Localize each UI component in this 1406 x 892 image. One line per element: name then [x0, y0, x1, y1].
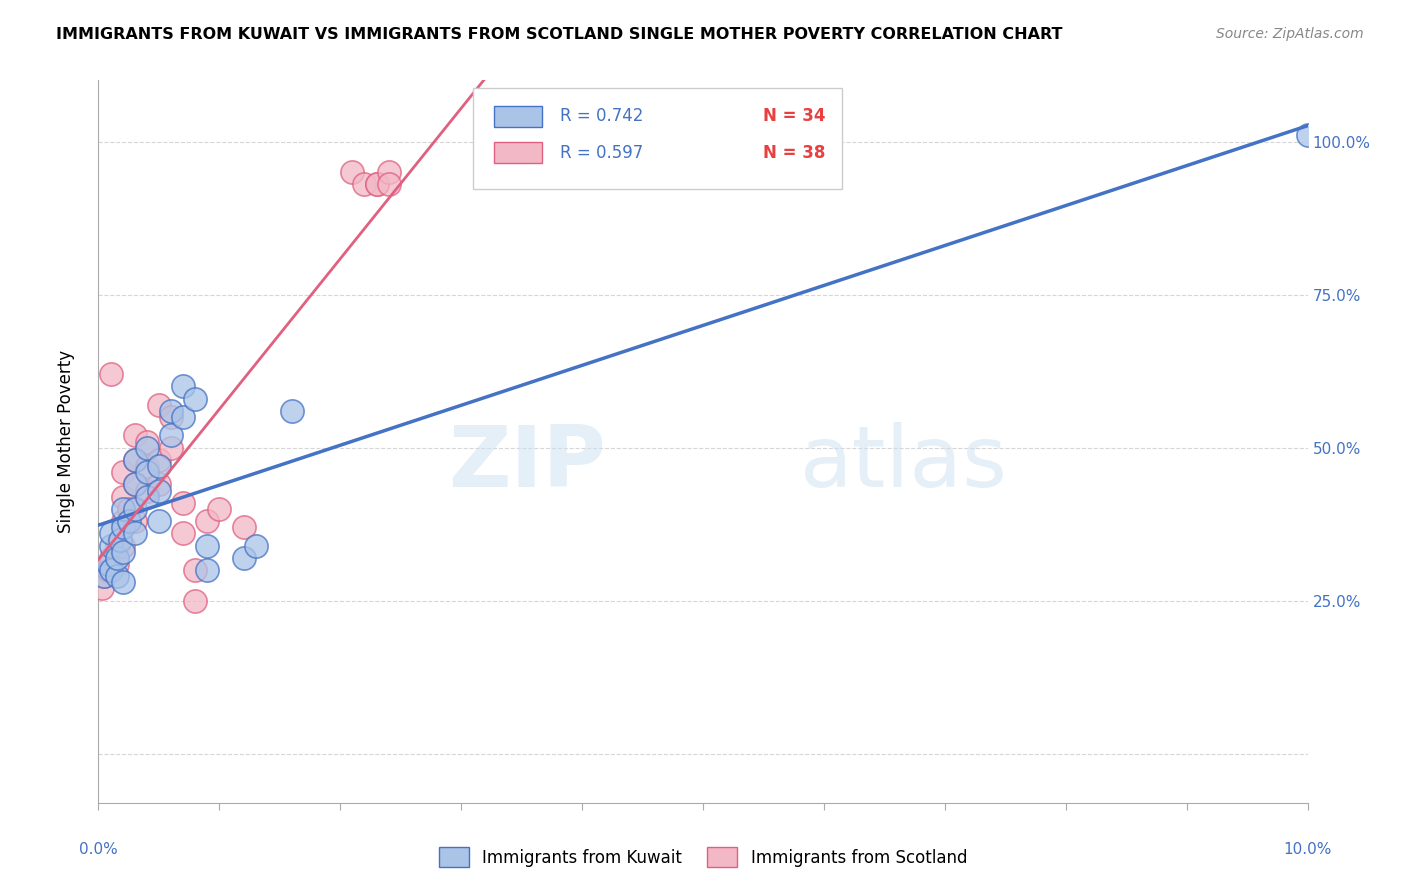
Point [184, 593, 207, 607]
Text: ZIP: ZIP [449, 422, 606, 505]
Point [245, 539, 267, 553]
Point [105, 569, 128, 583]
Point [135, 490, 157, 504]
Point [148, 398, 170, 412]
Point [111, 465, 134, 479]
Text: Source: ZipAtlas.com: Source: ZipAtlas.com [1216, 27, 1364, 41]
Text: N = 38: N = 38 [763, 144, 825, 161]
Text: 10.0%: 10.0% [1284, 842, 1331, 856]
Point [184, 563, 207, 577]
Point [135, 434, 157, 449]
Point [111, 502, 134, 516]
Point [124, 428, 146, 442]
Point [135, 458, 157, 473]
Point [281, 404, 304, 418]
FancyBboxPatch shape [494, 142, 543, 163]
Point [111, 514, 134, 528]
Point [172, 496, 194, 510]
Point [93, 569, 115, 583]
Point [100, 550, 122, 565]
Point [148, 483, 170, 498]
Point [91, 582, 114, 596]
Text: atlas: atlas [800, 422, 1008, 505]
Text: IMMIGRANTS FROM KUWAIT VS IMMIGRANTS FROM SCOTLAND SINGLE MOTHER POVERTY CORRELA: IMMIGRANTS FROM KUWAIT VS IMMIGRANTS FRO… [56, 27, 1063, 42]
Y-axis label: Single Mother Poverty: Single Mother Poverty [56, 350, 75, 533]
Point [135, 441, 157, 455]
Point [124, 453, 146, 467]
Point [148, 477, 170, 491]
Point [111, 520, 134, 534]
Point [232, 550, 254, 565]
Point [172, 526, 194, 541]
Point [108, 533, 131, 547]
Point [160, 404, 183, 418]
Point [353, 178, 375, 192]
Point [377, 178, 399, 192]
Point [124, 526, 146, 541]
Point [97, 563, 120, 577]
Point [195, 514, 218, 528]
Point [160, 441, 183, 455]
Point [118, 514, 141, 528]
Point [100, 563, 122, 577]
Point [135, 465, 157, 479]
Point [111, 539, 134, 553]
Point [366, 178, 388, 192]
Point [160, 410, 183, 425]
Point [105, 539, 128, 553]
Point [208, 502, 231, 516]
Legend: Immigrants from Kuwait, Immigrants from Scotland: Immigrants from Kuwait, Immigrants from … [432, 840, 974, 874]
Text: 0.0%: 0.0% [79, 842, 118, 856]
Point [124, 453, 146, 467]
Point [148, 458, 170, 473]
Point [100, 539, 122, 553]
Point [366, 178, 388, 192]
Point [100, 367, 122, 381]
Point [97, 557, 120, 571]
FancyBboxPatch shape [474, 87, 842, 189]
Point [195, 539, 218, 553]
Point [1296, 128, 1319, 143]
Point [111, 490, 134, 504]
Point [172, 379, 194, 393]
Point [93, 569, 115, 583]
Point [160, 428, 183, 442]
Text: R = 0.597: R = 0.597 [561, 144, 644, 161]
Text: R = 0.742: R = 0.742 [561, 107, 644, 126]
Point [100, 563, 122, 577]
Point [124, 514, 146, 528]
Point [148, 453, 170, 467]
Point [195, 563, 218, 577]
Point [148, 514, 170, 528]
Point [124, 477, 146, 491]
Point [124, 502, 146, 516]
Point [100, 526, 122, 541]
Point [105, 550, 128, 565]
Point [135, 483, 157, 498]
Point [342, 165, 364, 179]
Point [124, 477, 146, 491]
FancyBboxPatch shape [494, 105, 543, 128]
Point [184, 392, 207, 406]
Point [105, 557, 128, 571]
Point [232, 520, 254, 534]
Point [377, 165, 399, 179]
Point [118, 502, 141, 516]
Point [172, 410, 194, 425]
Text: N = 34: N = 34 [763, 107, 825, 126]
Point [111, 545, 134, 559]
Point [111, 575, 134, 590]
